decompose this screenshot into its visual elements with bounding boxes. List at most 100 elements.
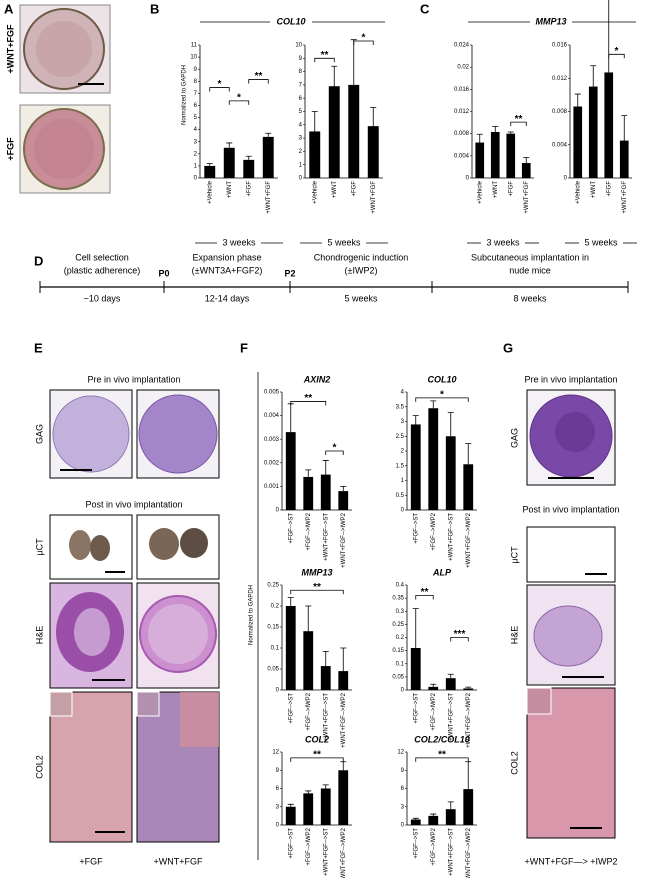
y-tick-label: 0 — [564, 176, 568, 182]
error-bar — [287, 597, 294, 606]
bar — [410, 648, 421, 690]
x-tick-label: +FGF-->ST — [288, 693, 294, 724]
error-bar — [447, 801, 454, 810]
column-label: +WNT+FGF—> +IWP2 — [524, 856, 617, 866]
x-tick-label: +FGF-->ST — [413, 693, 419, 724]
significance-bracket — [209, 87, 230, 92]
significance-bracket — [314, 57, 335, 63]
stage-duration: 12-14 days — [205, 293, 250, 303]
y-tick-label: 6 — [299, 96, 303, 102]
chart-title: AXIN2 — [303, 374, 331, 384]
x-tick-label: +FGF — [351, 181, 357, 197]
y-tick-label: 0.004 — [454, 153, 470, 159]
x-tick-label: +WNT+FGF-->ST — [448, 828, 454, 876]
pellet — [52, 395, 130, 473]
bar — [223, 147, 235, 178]
y-tick-label: 0.05 — [267, 667, 279, 673]
significance-label: * — [237, 93, 241, 104]
error-bar — [465, 443, 472, 465]
bar — [285, 432, 296, 510]
error-bar — [322, 460, 329, 475]
y-tick-label: 2 — [194, 151, 198, 157]
panel-g-images — [526, 389, 616, 839]
bar — [428, 686, 439, 690]
y-tick-label: 3 — [299, 136, 303, 142]
row-label: H&E — [34, 626, 44, 645]
passage: P0 — [158, 268, 169, 278]
y-tick-label: 6 — [194, 103, 198, 109]
bar — [338, 671, 349, 690]
y-tick-label: 0 — [276, 688, 280, 694]
panel-letter: B — [150, 1, 159, 16]
x-tick-label: +WNT+FGF-->IWP2 — [341, 512, 347, 567]
error-bar — [340, 486, 347, 492]
ct-fragment — [149, 528, 179, 560]
y-tick-label: 0.004 — [552, 142, 568, 148]
significance-bracket — [415, 397, 469, 402]
inset — [526, 687, 552, 715]
y-tick-label: 0.15 — [267, 625, 279, 631]
error-bar — [305, 790, 312, 794]
x-tick-label: +FGF — [606, 181, 612, 197]
bar — [463, 464, 474, 510]
bar — [463, 789, 474, 825]
x-tick-label: +WNT+FGF — [524, 181, 530, 214]
error-bar — [574, 93, 581, 107]
x-tick-label: +WNT+FGF-->ST — [323, 693, 329, 741]
y-tick-label: 0.1 — [396, 661, 405, 667]
y-tick-label: 2 — [299, 149, 303, 155]
y-tick-label: 0.05 — [392, 674, 404, 680]
stage-label: (plastic adherence) — [64, 265, 141, 275]
y-tick-label: 3 — [194, 139, 198, 145]
column-label: +WNT+FGF — [154, 856, 204, 866]
error-bar — [340, 761, 347, 771]
timeline — [39, 281, 629, 293]
bar — [303, 793, 314, 825]
bar — [309, 131, 321, 178]
error-bar — [331, 65, 338, 87]
bar — [348, 84, 360, 178]
y-tick-label: 4 — [194, 127, 198, 133]
ct-fragment — [69, 530, 91, 560]
error-bar — [412, 817, 419, 820]
bar — [303, 631, 314, 690]
y-tick-label: 0.024 — [454, 43, 470, 49]
error-bar — [206, 163, 213, 166]
bar — [604, 72, 614, 178]
y-tick-label: 0 — [276, 823, 280, 829]
y-tick-label: 9 — [194, 67, 198, 73]
column-label: +FGF — [79, 856, 103, 866]
y-tick-label: 8 — [194, 79, 198, 85]
y-tick-label: 2.5 — [396, 434, 405, 440]
significance-bracket — [415, 757, 469, 762]
significance-bracket — [325, 450, 344, 455]
x-tick-label: +FGF-->IWP2 — [306, 827, 312, 865]
significance-label: ** — [304, 393, 312, 404]
stage-label: (±WNT3A+FGF2) — [192, 265, 263, 275]
pellet-core — [36, 21, 92, 77]
error-bar — [305, 469, 312, 477]
chart-title: ALP — [432, 567, 452, 577]
bar — [463, 688, 474, 690]
x-tick-label: +FGF-->ST — [288, 828, 294, 859]
significance-bracket — [353, 40, 374, 46]
y-tick-label: 0.2 — [271, 604, 280, 610]
y-tick-label: 8 — [299, 69, 303, 75]
significance-bracket — [510, 121, 527, 127]
bar — [285, 606, 296, 690]
pellet — [138, 394, 218, 474]
y-tick-label: 0.2 — [396, 635, 405, 641]
error-bar — [412, 415, 419, 425]
chart-title: COL2/COL10 — [414, 734, 470, 744]
significance-bracket — [450, 637, 469, 642]
error-bar — [412, 608, 419, 648]
significance-label: ** — [421, 587, 429, 598]
x-tick-label: +FGF-->IWP2 — [431, 827, 437, 865]
bar — [243, 159, 255, 178]
x-tick-label: +Vehicle — [477, 180, 483, 204]
pellet-core — [34, 119, 94, 179]
error-bar — [523, 157, 530, 164]
y-tick-label: 0.02 — [457, 65, 469, 71]
panel-a-images — [19, 4, 111, 194]
significance-label: * — [440, 390, 444, 401]
